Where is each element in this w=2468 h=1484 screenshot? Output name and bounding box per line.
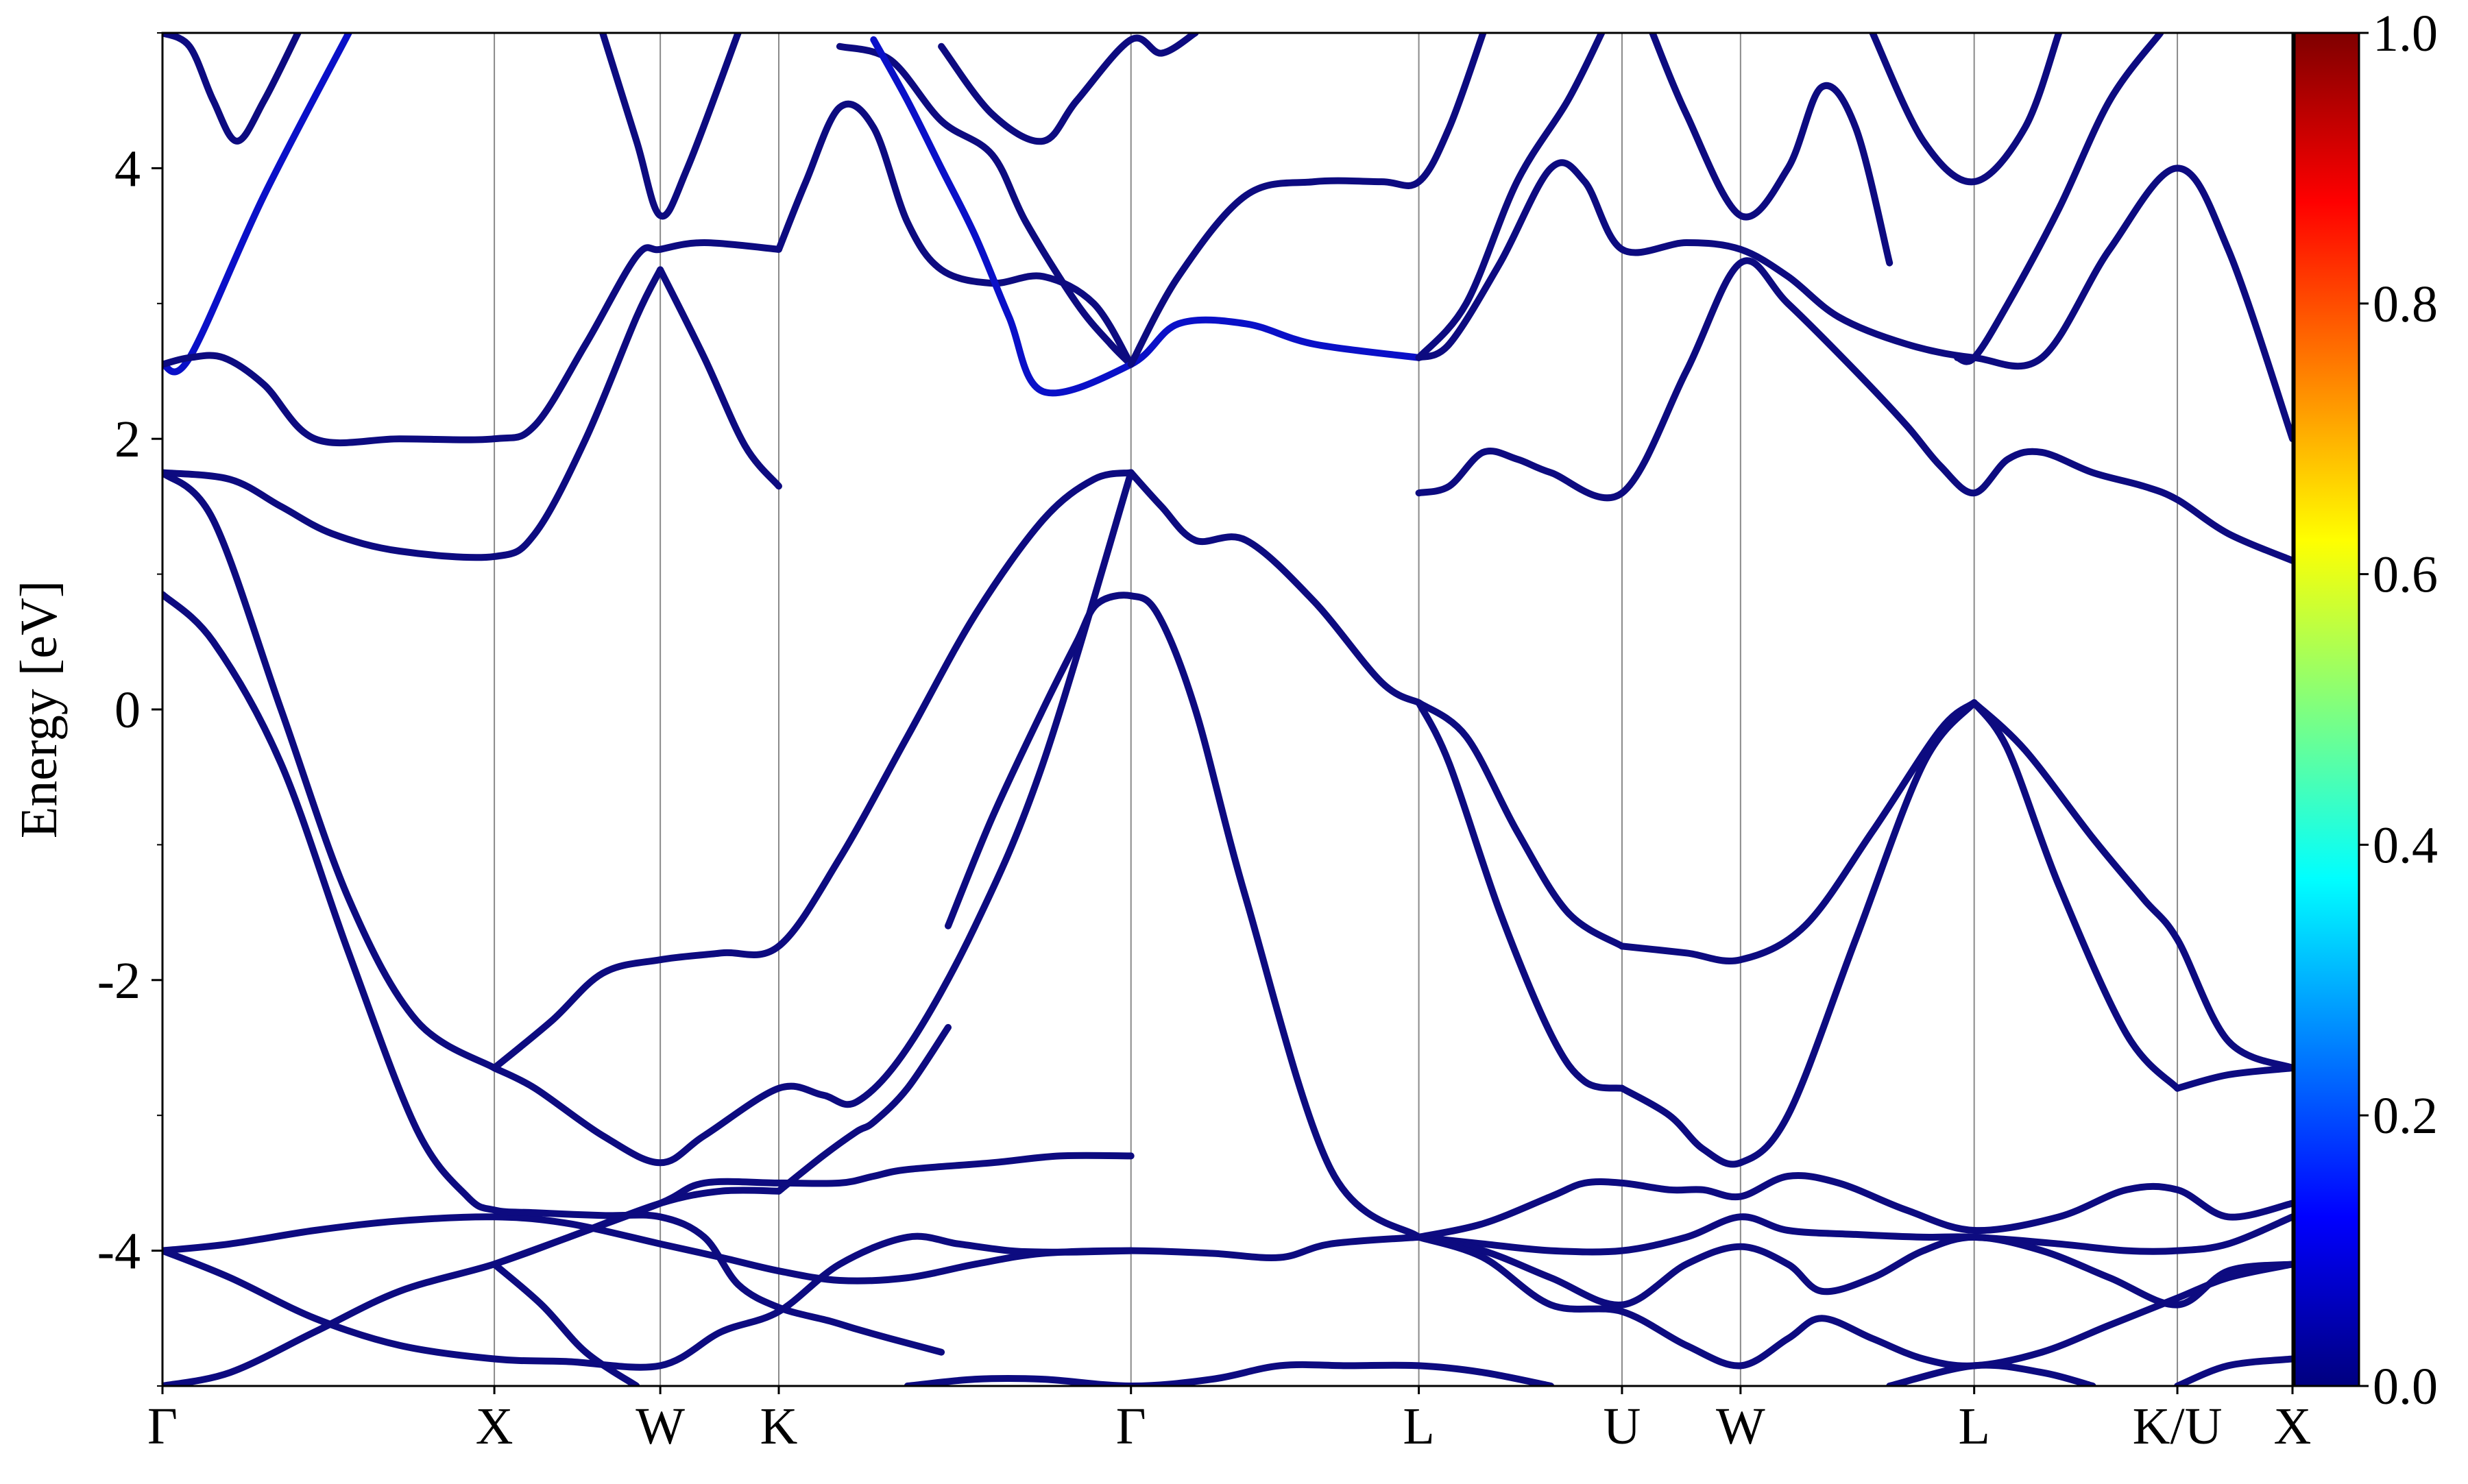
x-tick-label: Γ (147, 1398, 178, 1455)
band-line-40 (1649, 33, 1894, 267)
band-line-17 (1619, 699, 1978, 1168)
band-line-5 (491, 1261, 640, 1386)
band-line-14 (1415, 699, 1625, 1092)
band-line-1 (775, 1023, 952, 1195)
band-line-39 (1415, 257, 2292, 564)
band-line-15 (1415, 699, 1625, 950)
x-tick-label: Γ (1116, 1398, 1146, 1455)
band-line-26 (1886, 1361, 2096, 1386)
band-line-33 (836, 42, 1135, 368)
band-line-35 (938, 33, 1199, 145)
band-line-6 (491, 1152, 1135, 1268)
band-line-10 (491, 469, 1135, 1072)
colorbar-gradient (2293, 32, 2360, 1387)
band-line-16 (1619, 699, 1978, 965)
colorbar-tick-label: 0.4 (2373, 816, 2438, 874)
band-line-24 (1415, 1233, 2292, 1370)
band-line-37 (1415, 159, 2292, 443)
y-tick-label: -2 (97, 952, 141, 1010)
band-line-31 (599, 33, 742, 220)
band-lines (162, 33, 2292, 1386)
band-line-3 (162, 1213, 1423, 1285)
x-tick-label: U (1604, 1398, 1641, 1455)
band-line-25 (904, 1361, 1555, 1386)
colorbar-tick-label: 0.6 (2373, 546, 2438, 604)
band-line-20 (2174, 1065, 2292, 1092)
band-line-27 (2174, 1355, 2292, 1386)
band-line-28 (162, 33, 302, 145)
band-line-29 (162, 33, 352, 376)
colorbar: 0.0 0.2 0.4 0.6 0.8 1.0 (2293, 5, 2438, 1415)
band-line-22 (1415, 1213, 2292, 1256)
y-tick-label: 4 (114, 140, 141, 197)
colorbar-tick-label: 0.0 (2373, 1358, 2438, 1415)
y-tick-label: 0 (114, 681, 141, 739)
band-line-9 (491, 469, 1135, 1167)
band-line-19 (1970, 699, 2292, 1072)
band-line-2 (945, 592, 1423, 1241)
x-tick-label: K/U (2133, 1398, 2223, 1455)
band-line-34 (870, 36, 1423, 397)
band-line-12 (657, 266, 782, 490)
band-line-18 (1970, 699, 2181, 1092)
band-line-42 (1954, 33, 2164, 365)
band-line-7 (162, 591, 945, 1356)
x-tick-label: X (476, 1398, 513, 1455)
band-line-0 (162, 1187, 782, 1386)
band-line-11 (162, 266, 664, 561)
x-tick-label: X (2274, 1398, 2312, 1455)
y-tick-label: 2 (114, 411, 141, 468)
band-line-23 (1415, 1233, 2292, 1309)
band-line-36 (1127, 33, 1487, 368)
band-line-21 (1415, 1171, 2292, 1241)
y-tick-label: -4 (97, 1223, 141, 1280)
band-line-38 (1415, 33, 1606, 361)
colorbar-tick-label: 0.2 (2373, 1087, 2438, 1145)
band-line-4 (162, 1232, 1135, 1371)
plot-frame (161, 32, 2294, 1387)
x-tick-label: L (1403, 1398, 1434, 1455)
band-line-13 (1127, 469, 1423, 707)
band-line-41 (1869, 33, 2063, 186)
colorbar-tick-label: 0.8 (2373, 276, 2438, 333)
band-line-8 (162, 469, 498, 1072)
band-line-32 (775, 100, 1135, 368)
colorbar-tick-label: 1.0 (2373, 5, 2438, 62)
band-line-30 (162, 239, 782, 447)
x-axis: Γ X W K Γ L U W L K/U X (147, 1386, 2311, 1455)
x-tick-label: K (760, 1398, 798, 1455)
x-tick-label: L (1958, 1398, 1989, 1455)
colorbar-ticks: 0.0 0.2 0.4 0.6 0.8 1.0 (2359, 5, 2438, 1415)
y-axis-label: Energy [eV] (10, 581, 68, 838)
x-tick-label: W (636, 1398, 685, 1455)
x-tick-label: W (1716, 1398, 1765, 1455)
y-axis: 4 2 0 -2 -4 (97, 32, 162, 1387)
